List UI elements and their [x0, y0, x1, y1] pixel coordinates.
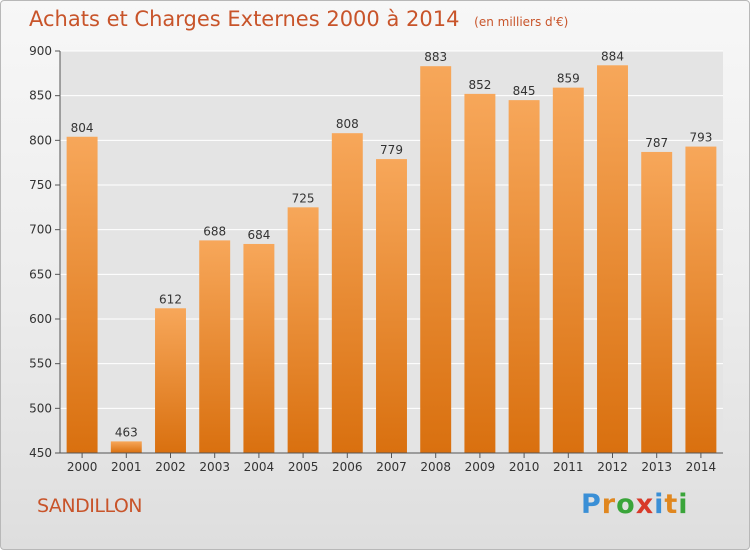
bar-value-label: 612	[159, 292, 182, 306]
x-tick-label: 2000	[67, 460, 98, 474]
bar-value-label: 808	[336, 117, 359, 131]
bar-value-label: 883	[424, 50, 447, 64]
bar-2002	[155, 308, 186, 453]
bar-2004	[243, 243, 275, 453]
y-tick-label: 500	[29, 401, 52, 415]
bar-2003	[199, 240, 231, 453]
chart-title-text: Achats et Charges Externes 2000 à 2014	[29, 7, 460, 31]
x-tick-label: 2009	[465, 460, 496, 474]
bar-2014	[685, 146, 717, 453]
bar-value-label: 852	[468, 78, 491, 92]
logo-letter: o	[616, 489, 636, 520]
bar-2006	[331, 133, 363, 454]
chart-unit: (en milliers d'€)	[474, 15, 569, 29]
y-tick-label: 550	[29, 357, 52, 371]
bar-2013	[641, 151, 673, 454]
bar-2001	[110, 441, 142, 453]
bar-2000	[66, 136, 98, 453]
bar-value-label: 684	[247, 228, 270, 242]
y-tick-label: 750	[29, 178, 52, 192]
x-tick-label: 2007	[376, 460, 407, 474]
place-name: SANDILLON	[37, 495, 143, 517]
logo-letter: r	[601, 489, 617, 520]
bar-2009	[464, 93, 496, 453]
x-tick-label: 2011	[553, 460, 584, 474]
x-tick-label: 2006	[332, 460, 363, 474]
bar-2010	[508, 100, 540, 453]
y-axis: 450 500 550 600 650 700 750 800 850 900	[29, 44, 61, 460]
bar-2005	[287, 207, 319, 453]
bar-value-label: 859	[557, 72, 580, 86]
bar-value-label: 779	[380, 143, 403, 157]
y-tick-label: 650	[29, 267, 52, 281]
bar-value-label: 725	[292, 191, 315, 205]
logo-letter: t	[664, 489, 679, 520]
x-tick-label: 2013	[641, 460, 672, 474]
chart-title: Achats et Charges Externes 2000 à 2014 (…	[29, 7, 568, 31]
logo-letter: i	[678, 489, 689, 520]
bar-value-label: 463	[115, 425, 138, 439]
x-tick-label: 2004	[244, 460, 275, 474]
x-tick-label: 2014	[686, 460, 717, 474]
bar-value-label: 787	[645, 136, 668, 150]
bar-value-label: 688	[203, 224, 226, 238]
logo-letter: x	[635, 489, 655, 520]
x-tick-label: 2005	[288, 460, 319, 474]
bar-2011	[552, 87, 584, 454]
x-axis: 2000 2001 2002 2003 2004 2005 2006 2007 2008 2009…	[60, 452, 723, 474]
y-tick-label: 600	[29, 312, 52, 326]
bars: 804 463 612 688 684 725 808 779 883 852 845 859 884 7…	[66, 49, 717, 454]
y-tick-label: 700	[29, 223, 52, 237]
bar-value-label: 845	[513, 84, 536, 98]
x-tick-label: 2001	[111, 460, 142, 474]
bar-2007	[376, 159, 407, 454]
bar-2008	[420, 66, 452, 453]
x-tick-label: 2002	[155, 460, 186, 474]
x-tick-label: 2012	[597, 460, 628, 474]
y-tick-label: 450	[29, 446, 52, 460]
x-tick-label: 2008	[420, 460, 451, 474]
bar-value-label: 884	[601, 49, 624, 63]
x-tick-label: 2010	[509, 460, 540, 474]
x-tick-label: 2003	[199, 460, 230, 474]
y-tick-label: 800	[29, 133, 52, 147]
y-tick-label: 850	[29, 89, 52, 103]
logo-letter: P	[581, 489, 602, 520]
bar-2012	[597, 65, 628, 453]
y-tick-label: 900	[29, 44, 52, 58]
bar-value-label: 804	[71, 121, 94, 135]
bar-value-label: 793	[689, 131, 712, 145]
proxiti-logo: Proxiti	[581, 489, 689, 520]
logo-letter: i	[654, 489, 665, 520]
